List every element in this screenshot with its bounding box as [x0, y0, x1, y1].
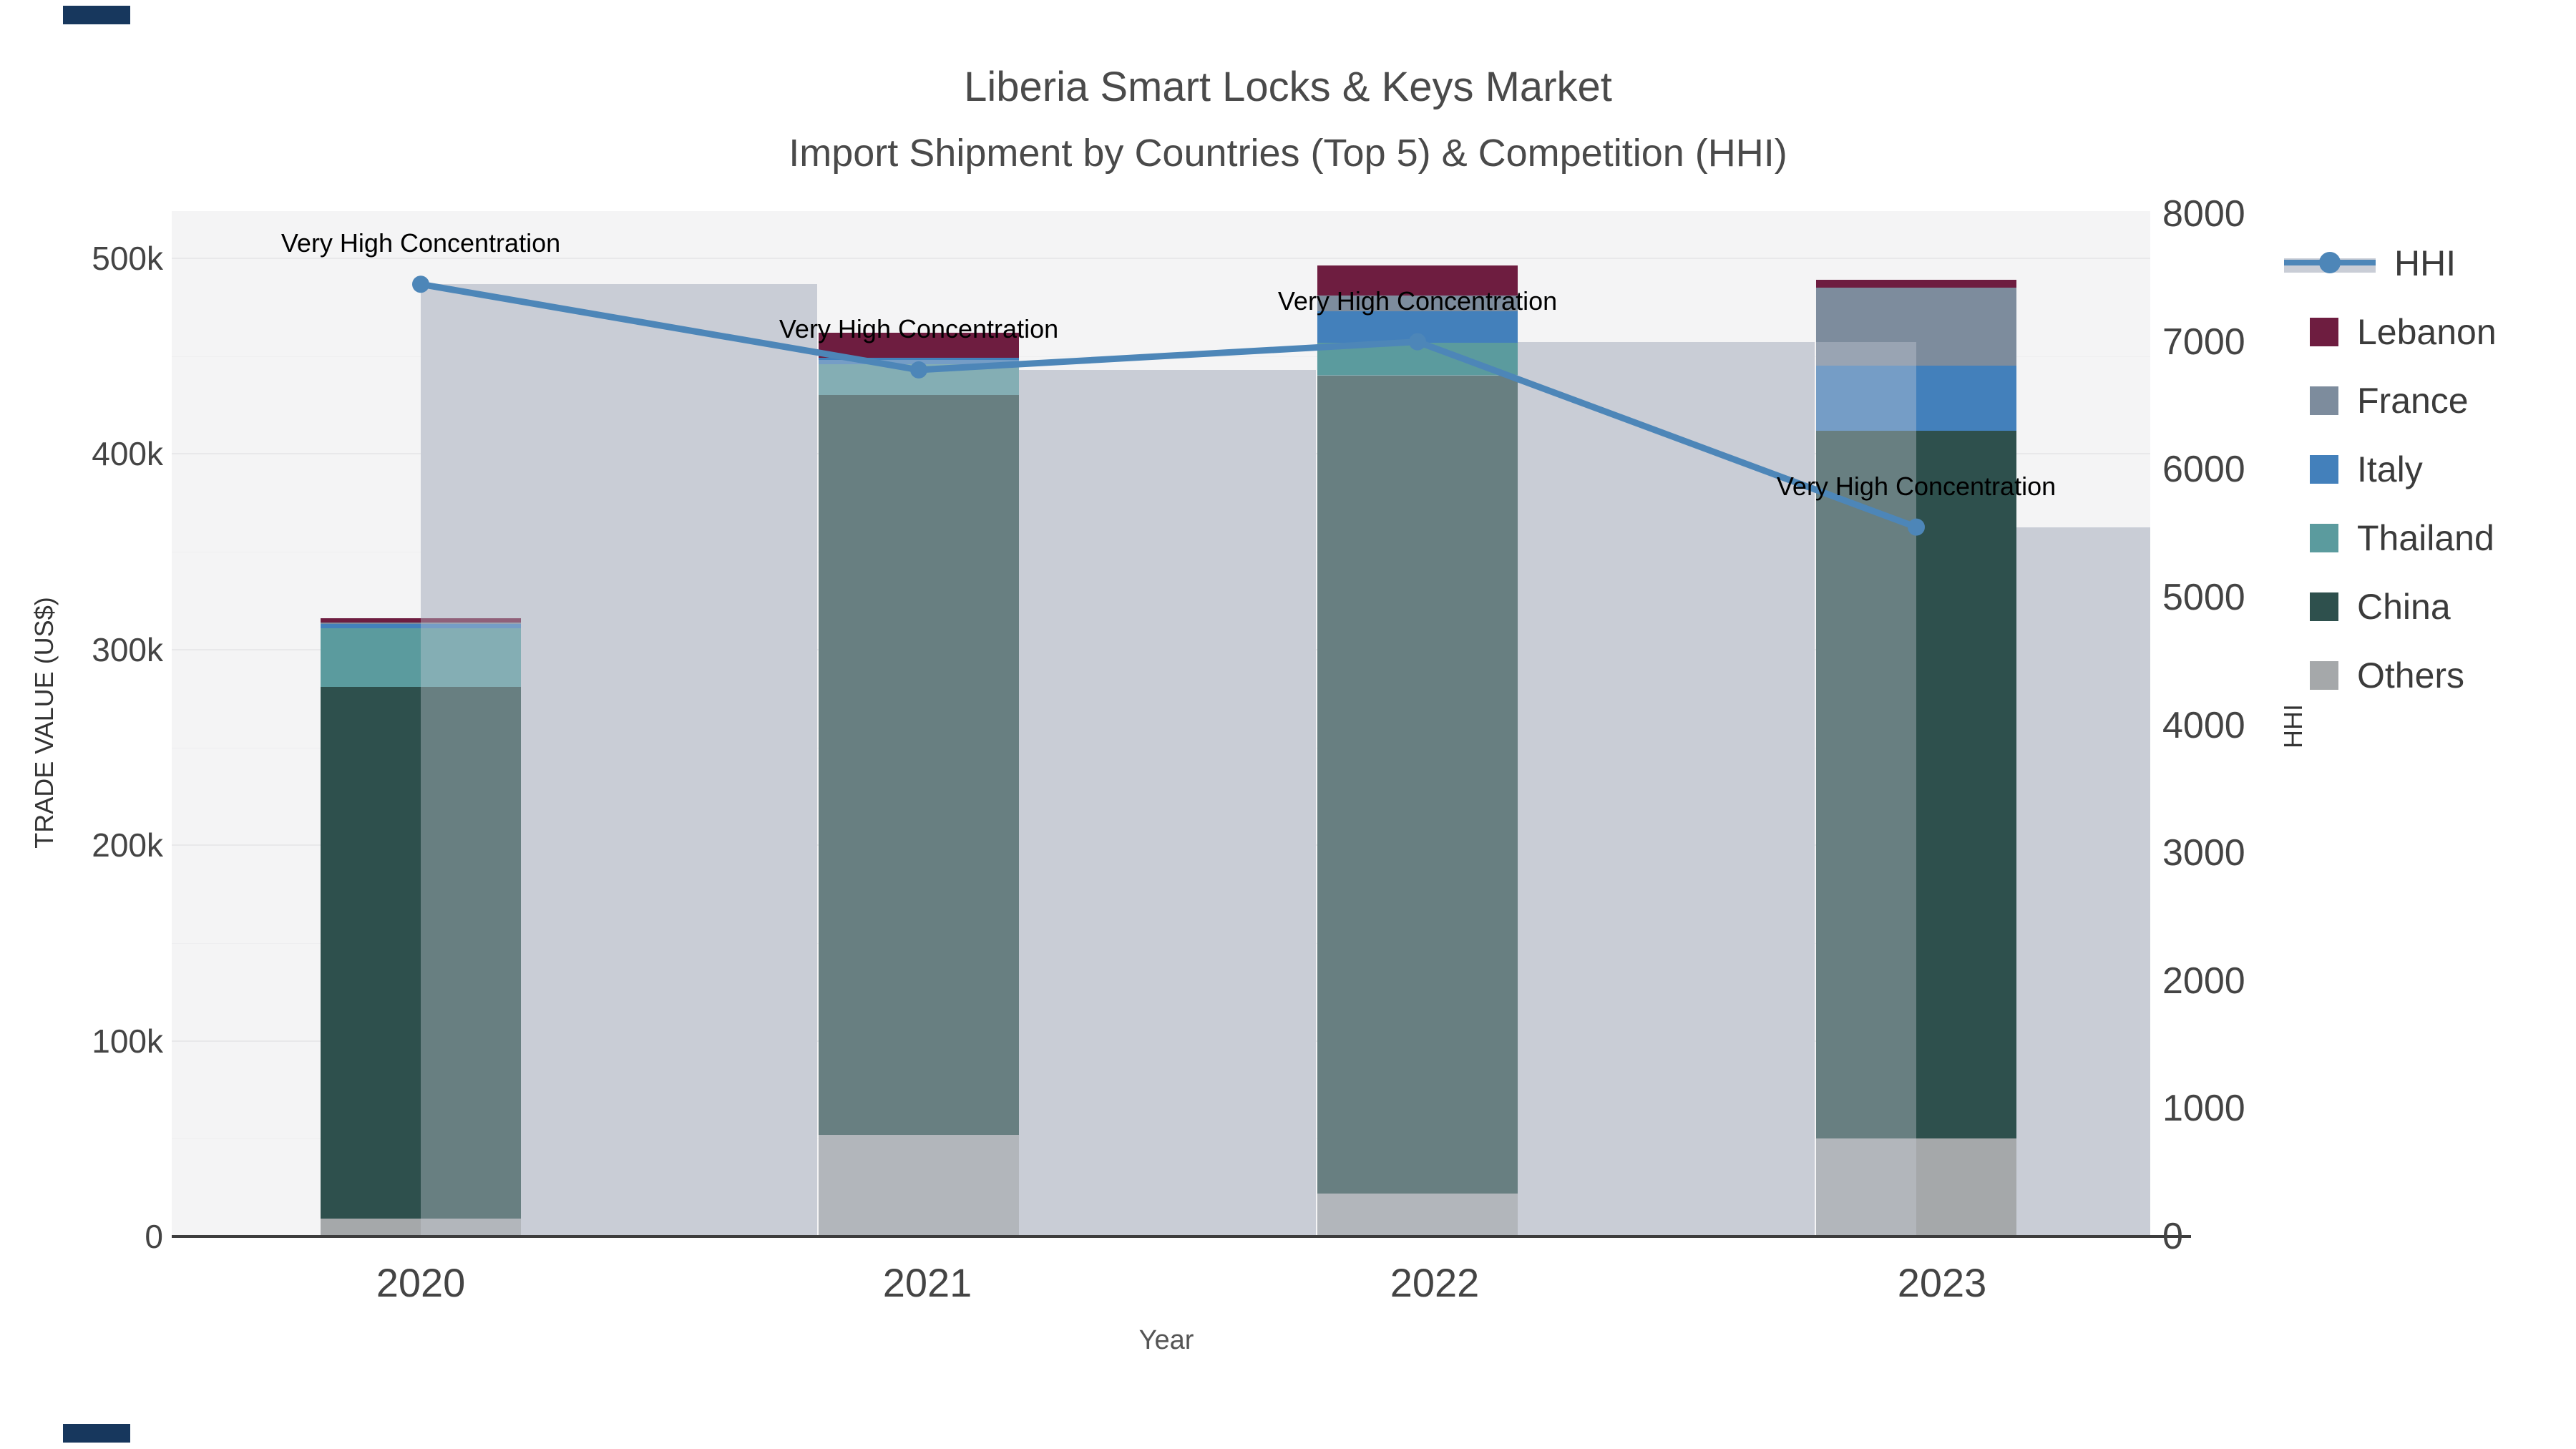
left-tick-400k: 400k: [92, 435, 163, 473]
left-tick-200k: 200k: [92, 826, 163, 864]
hhi-legend-icon: [2284, 248, 2376, 278]
stack-segment-italy-2020[interactable]: [321, 624, 521, 628]
others-legend-swatch: [2310, 661, 2338, 690]
stack-tint-2023: [1816, 342, 1916, 1236]
legend-label-italy: Italy: [2357, 449, 2423, 489]
stack-tint-2022: [1317, 375, 1518, 1236]
legend-label-france: France: [2357, 381, 2469, 421]
chart-title-line1: Liberia Smart Locks & Keys Market: [964, 64, 1612, 110]
legend-label-others: Others: [2357, 655, 2465, 696]
stack-segment-lebanon-2021[interactable]: [819, 332, 1019, 358]
legend-item-italy[interactable]: Italy: [2284, 448, 2423, 491]
left-tick-100k: 100k: [92, 1022, 163, 1060]
stack-segment-italy-2023[interactable]: [1816, 366, 2016, 431]
legend-label-lebanon: Lebanon: [2357, 312, 2497, 352]
stack-segment-china-2023[interactable]: [1816, 430, 2016, 1139]
stack-segment-lebanon-2020[interactable]: [321, 618, 521, 623]
annotation-2020: Very High Concentration: [280, 228, 561, 258]
hhi-line: [420, 280, 1918, 530]
stack-segment-china-2020[interactable]: [321, 686, 521, 1219]
stack-segment-france-2020[interactable]: [321, 622, 521, 625]
hhi-marker-2020[interactable]: [412, 275, 429, 293]
stack-segment-others-2023[interactable]: [1816, 1138, 2016, 1236]
right-tick-8000: 8000: [2162, 193, 2245, 235]
right-tick-2000: 2000: [2162, 960, 2245, 1002]
x-tick-2021: 2021: [882, 1260, 972, 1305]
x-axis-line: [172, 1235, 2191, 1238]
annotation-2021: Very High Concentration: [779, 313, 1059, 343]
italy-legend-swatch: [2310, 455, 2338, 484]
lebanon-legend-swatch: [2310, 318, 2338, 346]
legend-item-china[interactable]: China: [2284, 585, 2451, 628]
stack-segment-china-2022[interactable]: [1317, 376, 1518, 1194]
chart-title: Liberia Smart Locks & Keys Market Import…: [0, 63, 2576, 175]
stack-segment-lebanon-2023[interactable]: [1816, 280, 2016, 288]
decorative-corner-mark-top: [63, 6, 130, 24]
legend-item-others[interactable]: Others: [2284, 654, 2464, 697]
left-tick-300k: 300k: [92, 630, 163, 668]
legend-item-lebanon[interactable]: Lebanon: [2284, 311, 2497, 353]
legend-item-hhi[interactable]: HHI: [2284, 242, 2456, 285]
right-tick-0: 0: [2162, 1216, 2183, 1257]
x-axis-title: Year: [1138, 1325, 1194, 1355]
left-tick-500k: 500k: [92, 240, 163, 277]
hhi-marker-2021[interactable]: [910, 361, 927, 379]
right-tick-3000: 3000: [2162, 832, 2245, 874]
stack-tint-2021: [819, 360, 1019, 1236]
stack-segment-others-2022[interactable]: [1317, 1193, 1518, 1236]
legend-item-france[interactable]: France: [2284, 379, 2469, 422]
right-tick-5000: 5000: [2162, 576, 2245, 618]
france-legend-swatch: [2310, 386, 2338, 415]
x-tick-2020: 2020: [376, 1260, 466, 1305]
legend-label-thailand: Thailand: [2357, 518, 2494, 558]
right-tick-6000: 6000: [2162, 449, 2245, 491]
stack-segment-others-2021[interactable]: [819, 1134, 1019, 1236]
right-axis-title: HHI: [2278, 704, 2308, 748]
x-tick-2023: 2023: [1897, 1260, 1987, 1305]
right-tick-4000: 4000: [2162, 704, 2245, 746]
legend-label-china: China: [2357, 587, 2451, 627]
stack-segment-france-2022[interactable]: [1317, 295, 1518, 311]
right-tick-7000: 7000: [2162, 321, 2245, 363]
hhi-marker-2023[interactable]: [1908, 518, 1925, 536]
stack-segment-france-2023[interactable]: [1816, 288, 2016, 366]
thailand-legend-swatch: [2310, 524, 2338, 552]
stack-segment-lebanon-2022[interactable]: [1317, 265, 1518, 296]
stack-segment-italy-2021[interactable]: [819, 358, 1019, 364]
chart-title-line2: Import Shipment by Countries (Top 5) & C…: [789, 132, 1787, 175]
stack-tint-2020: [421, 618, 521, 1236]
stack-segment-thailand-2020[interactable]: [321, 628, 521, 687]
right-tick-1000: 1000: [2162, 1088, 2245, 1130]
legend-item-thailand[interactable]: Thailand: [2284, 517, 2494, 560]
left-tick-0: 0: [145, 1218, 163, 1255]
annotation-2023: Very High Concentration: [1776, 471, 2057, 501]
gridline-500k: [172, 258, 2150, 259]
annotation-2022: Very High Concentration: [1277, 286, 1558, 316]
stack-segment-others-2020[interactable]: [321, 1219, 521, 1236]
decorative-corner-mark-bottom: [63, 1424, 130, 1443]
left-axis-title: TRADE VALUE (US$): [29, 597, 59, 849]
legend-label-hhi: HHI: [2394, 243, 2457, 283]
stack-segment-china-2021[interactable]: [819, 395, 1019, 1135]
china-legend-swatch: [2310, 592, 2338, 621]
hhi-marker-2022[interactable]: [1409, 333, 1426, 351]
x-tick-2022: 2022: [1390, 1260, 1480, 1305]
